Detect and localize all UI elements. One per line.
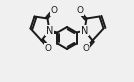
Text: O: O	[51, 6, 58, 15]
Text: O: O	[82, 44, 89, 53]
Text: O: O	[76, 6, 83, 15]
Text: N: N	[46, 26, 53, 36]
Text: N: N	[81, 26, 88, 36]
Text: O: O	[45, 44, 52, 53]
